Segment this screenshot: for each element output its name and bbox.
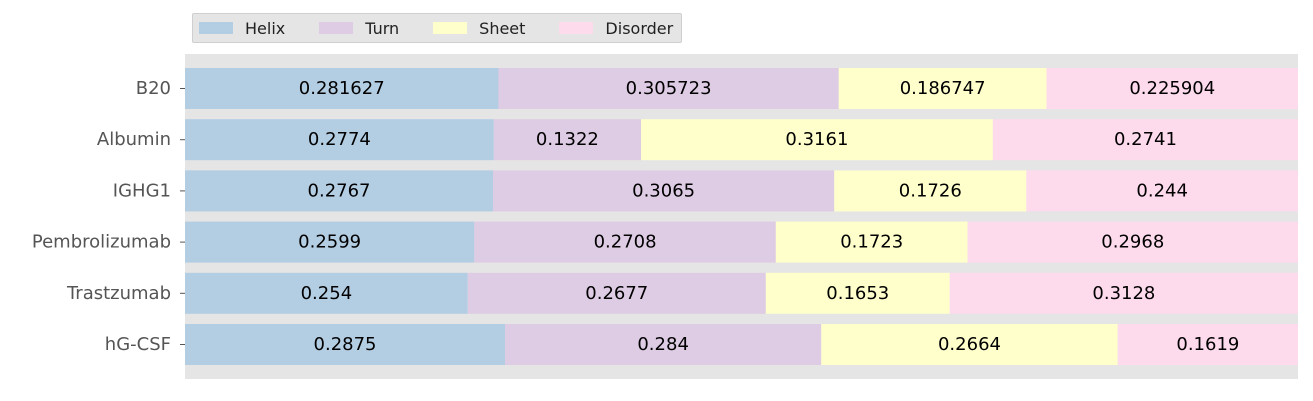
bar-albumin-sheet [640, 119, 993, 161]
legend-label-turn: Turn [365, 18, 400, 38]
data-label-albumin-helix: 0.2774 [308, 129, 371, 150]
data-label-b20-helix: 0.281627 [299, 78, 385, 99]
data-label-b20-sheet: 0.186747 [900, 78, 986, 99]
data-label-hg-csf-sheet: 0.2664 [938, 334, 1001, 355]
legend-label-helix: Helix [245, 18, 286, 38]
data-label-ighg1-turn: 0.3065 [632, 180, 695, 201]
bars-group: 0.281627 0.305723 0.186747 0.225904 0.2774 0.… [185, 68, 1298, 365]
data-label-hg-csf-disorder: 0.1619 [1176, 334, 1239, 355]
data-label-pembrolizumab-disorder: 0.2968 [1101, 232, 1164, 253]
y-tick-label-trastzumab: Trastzumab [66, 283, 171, 304]
legend-swatch-sheet [433, 22, 468, 34]
bar-pembrolizumab-disorder [967, 221, 1298, 263]
legend: Helix Turn Sheet Disorder [192, 13, 683, 43]
bar-ighg1-sheet [834, 170, 1027, 212]
legend-swatch-turn [319, 22, 354, 34]
data-label-trastzumab-sheet: 0.1653 [826, 283, 889, 304]
bar-ighg1-helix [185, 170, 494, 212]
data-label-albumin-turn: 0.1322 [536, 129, 599, 150]
data-label-trastzumab-turn: 0.2677 [585, 283, 648, 304]
bar-albumin-helix [185, 119, 494, 161]
bar-b20-sheet [838, 68, 1047, 109]
y-tick-label-pembrolizumab: Pembrolizumab [32, 232, 171, 253]
data-label-b20-turn: 0.305723 [626, 78, 712, 99]
legend-item-helix: Helix [199, 19, 285, 38]
bar-trastzumab-sheet [765, 272, 950, 314]
y-axis: B20 Albumin IGHG1 Pembrolizumab Trastzumab hG… [32, 78, 185, 355]
data-label-trastzumab-disorder: 0.3128 [1092, 283, 1155, 304]
bar-pembrolizumab-turn [474, 221, 776, 263]
legend-label-disorder: Disorder [605, 18, 674, 38]
bar-hg-csf-disorder [1117, 324, 1298, 365]
bar-b20-turn [498, 68, 839, 109]
bar-hg-csf-helix [185, 324, 506, 365]
bar-hg-csf-sheet [821, 324, 1118, 365]
y-tick-label-hg-csf: hG-CSF [105, 334, 171, 355]
legend-swatch-disorder [559, 22, 594, 34]
data-label-albumin-sheet: 0.3161 [785, 129, 848, 150]
bar-trastzumab-helix [185, 272, 468, 314]
bar-b20-helix [185, 68, 499, 109]
data-label-pembrolizumab-helix: 0.2599 [298, 232, 361, 253]
bar-b20-disorder [1046, 68, 1298, 109]
data-label-pembrolizumab-turn: 0.2708 [594, 232, 657, 253]
bar-hg-csf-turn [505, 324, 822, 365]
data-label-hg-csf-turn: 0.284 [637, 334, 689, 355]
data-label-b20-disorder: 0.225904 [1129, 78, 1215, 99]
data-label-pembrolizumab-sheet: 0.1723 [840, 232, 903, 253]
bar-albumin-turn [493, 119, 641, 161]
bar-ighg1-turn [493, 170, 835, 212]
data-label-ighg1-disorder: 0.244 [1136, 180, 1188, 201]
bar-pembrolizumab-sheet [775, 221, 968, 263]
legend-item-turn: Turn [319, 19, 399, 38]
data-label-hg-csf-helix: 0.2875 [314, 334, 377, 355]
bar-trastzumab-turn [467, 272, 766, 314]
y-tick-label-ighg1: IGHG1 [113, 180, 171, 201]
bar-pembrolizumab-helix [185, 221, 475, 263]
data-label-albumin-disorder: 0.2741 [1114, 129, 1177, 150]
data-label-ighg1-sheet: 0.1726 [899, 180, 962, 201]
y-tick-label-albumin: Albumin [97, 129, 171, 150]
bar-albumin-disorder [992, 119, 1298, 161]
bar-ighg1-disorder [1026, 170, 1298, 212]
bar-trastzumab-disorder [949, 272, 1298, 314]
legend-swatch-helix [199, 22, 233, 34]
y-tick-label-b20: B20 [136, 78, 171, 99]
data-label-trastzumab-helix: 0.254 [301, 283, 353, 304]
legend-item-sheet: Sheet [433, 19, 525, 38]
legend-item-disorder: Disorder [559, 19, 673, 38]
data-label-ighg1-helix: 0.2767 [308, 180, 371, 201]
legend-label-sheet: Sheet [479, 18, 526, 38]
